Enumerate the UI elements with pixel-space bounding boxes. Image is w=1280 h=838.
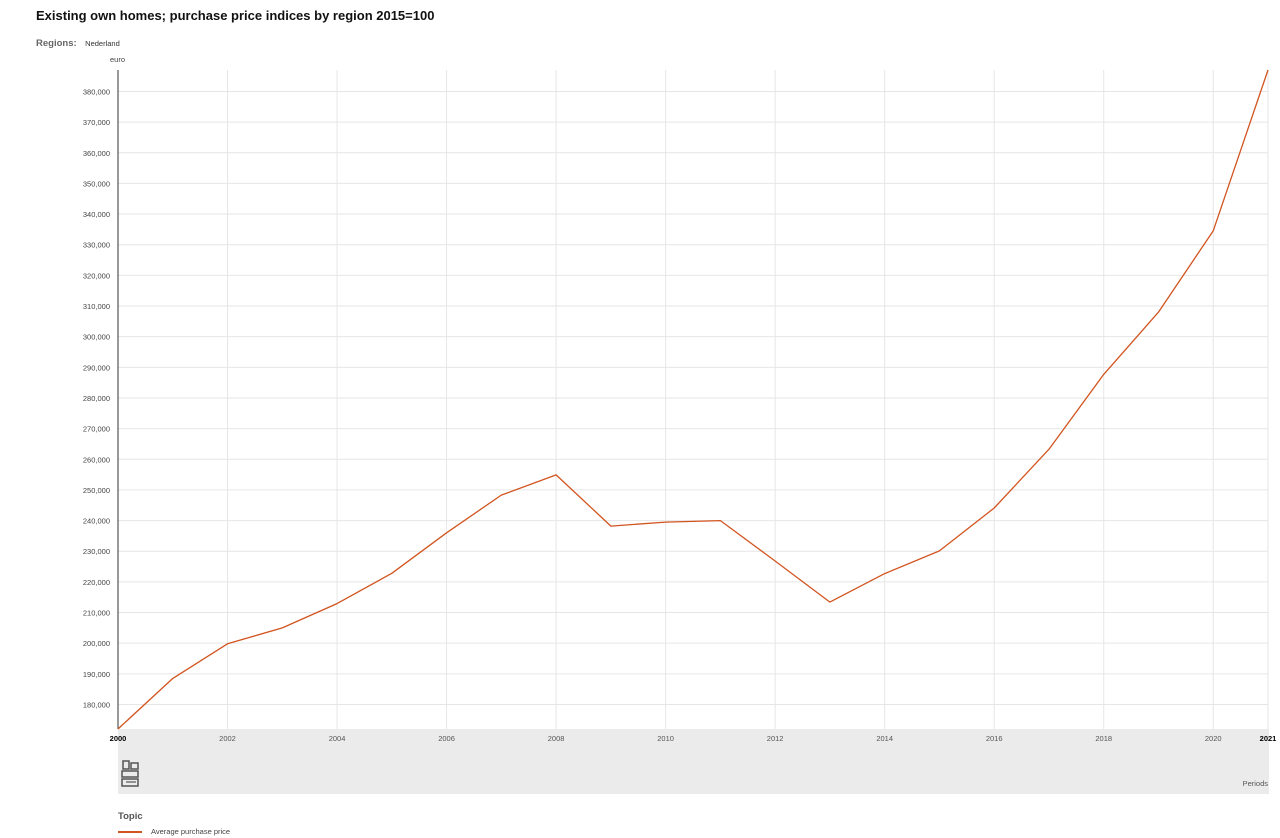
data-point [937,548,942,553]
data-point [554,472,559,477]
x-tick-label: 2012 [767,734,784,743]
x-tick-label: 2002 [219,734,236,743]
y-tick-label: 380,000 [83,87,110,96]
y-tick-label: 320,000 [83,271,110,280]
data-point [170,676,175,681]
y-tick-label: 300,000 [83,333,110,342]
y-tick-label: 350,000 [83,179,110,188]
y-tick-label: 250,000 [83,486,110,495]
cbs-logo-icon [121,760,139,787]
chart-title: Existing own homes; purchase price indic… [36,8,435,23]
y-tick-label: 340,000 [83,210,110,219]
x-axis-title: Periods [1242,779,1268,788]
y-tick-label: 200,000 [83,639,110,648]
y-tick-label: 180,000 [83,700,110,709]
x-tick-label: 2018 [1095,734,1112,743]
x-tick-label: 2010 [657,734,674,743]
y-tick-label: 360,000 [83,149,110,158]
legend-title: Topic [118,811,143,822]
legend-swatch [118,830,142,833]
data-point [335,601,340,606]
legend-item[interactable]: Average purchase price [118,827,230,836]
x-tick-label: 2016 [986,734,1003,743]
data-point [1211,228,1216,233]
data-point [882,571,887,576]
x-axis-band [118,729,1269,794]
data-point [389,571,394,576]
y-tick-label: 330,000 [83,241,110,250]
data-point [280,625,285,630]
y-tick-label: 310,000 [83,302,110,311]
x-tick-label: 2000 [110,734,127,743]
data-point [1156,310,1161,315]
data-point [1101,372,1106,377]
data-point [663,520,668,525]
data-point [1266,68,1271,73]
data-point [499,493,504,498]
y-tick-label: 270,000 [83,425,110,434]
y-tick-label: 280,000 [83,394,110,403]
regions-label: Regions: [36,38,77,49]
x-tick-label: 2020 [1205,734,1222,743]
series-line [117,69,1269,730]
data-point [225,641,230,646]
y-tick-label: 240,000 [83,517,110,526]
data-point [992,506,997,511]
regions-filter[interactable]: Regions: Nederland [36,38,120,49]
x-tick-label: 2021 [1260,734,1277,743]
y-tick-label: 230,000 [83,547,110,556]
y-axis-unit-label: euro [110,55,126,64]
y-tick-label: 210,000 [83,609,110,618]
regions-value[interactable]: Nederland [85,39,120,48]
data-point [608,524,613,529]
x-tick-label: 2004 [329,734,346,743]
data-point [718,518,723,523]
x-tick-label: 2006 [438,734,455,743]
y-tick-label: 190,000 [83,670,110,679]
legend-item-label: Average purchase price [151,827,231,836]
data-point [444,530,449,535]
y-tick-label: 370,000 [83,118,110,127]
y-tick-label: 220,000 [83,578,110,587]
y-tick-label: 290,000 [83,363,110,372]
x-tick-label: 2014 [876,734,893,743]
data-point [773,559,778,564]
y-tick-label: 260,000 [83,455,110,464]
x-tick-label: 2008 [548,734,565,743]
data-point [116,727,121,732]
data-point [827,600,832,605]
data-point [1046,447,1051,452]
